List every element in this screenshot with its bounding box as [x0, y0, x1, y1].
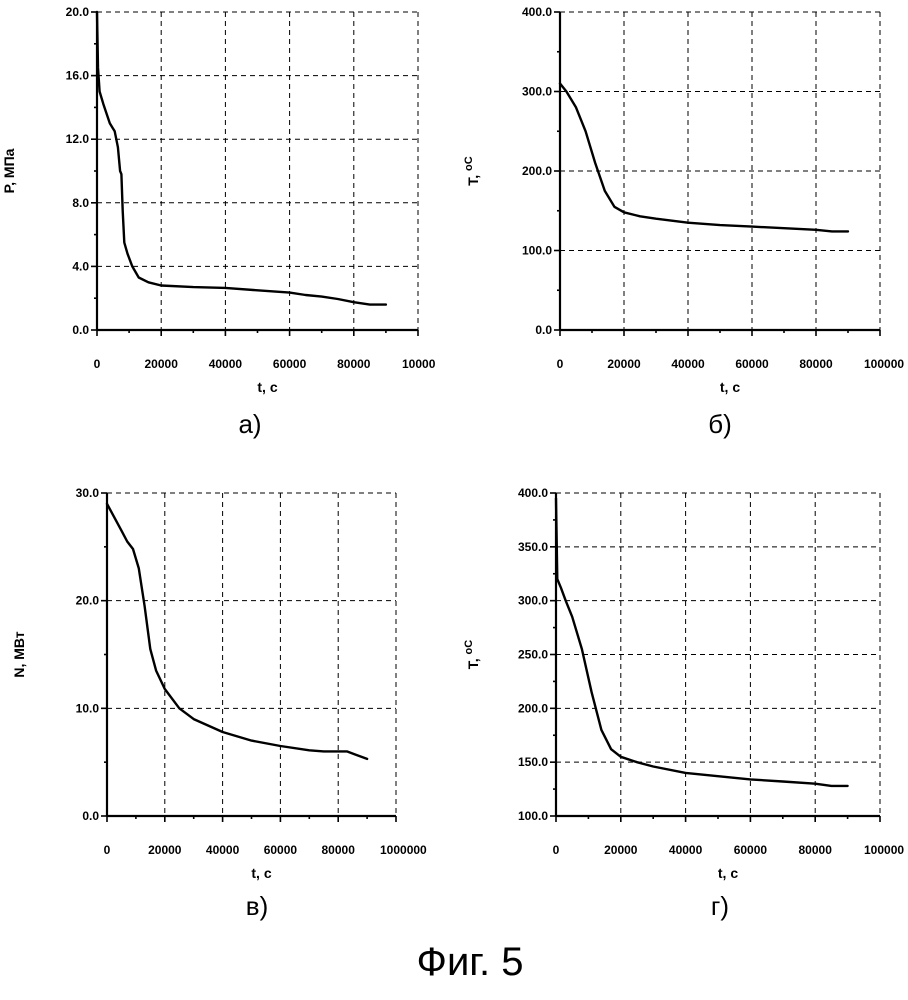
x-tick-label: 0: [553, 843, 560, 857]
x-tick-label: 20000: [604, 843, 638, 857]
series-line-a-0: [97, 12, 386, 305]
x-tick-label: 60000: [734, 843, 768, 857]
chart-g: 100.0 150.0 200.0 250.0 300.0 350.0 400.0 0 2000…: [463, 486, 904, 921]
chart-a: 0.0 4.0 8.0 12.0 16.0 20.0 0 20000 40000 60000 800…: [1, 5, 436, 439]
x-tick-label: 80000: [799, 357, 833, 371]
subplot-caption-g: г): [711, 891, 729, 921]
y-tick-label: 200.0: [518, 701, 548, 715]
x-axis-title: t, c: [251, 865, 271, 881]
y-tick-label: 400.0: [522, 5, 552, 19]
y-tick-label: 350.0: [518, 540, 548, 554]
x-tick-label: 0: [94, 357, 101, 371]
y-axis-title-main: P, МПа: [1, 148, 17, 193]
y-axis-title-main: N, МВт: [11, 631, 27, 677]
x-tick-label: 40000: [206, 843, 240, 857]
x-tick-label: 40000: [209, 357, 243, 371]
y-tick-label: 250.0: [518, 648, 548, 662]
figure-caption: Фиг. 5: [417, 940, 524, 984]
y-tick-label: 200.0: [522, 164, 552, 178]
y-axis-title-unit: oC: [463, 156, 475, 171]
y-tick-label: 300.0: [522, 85, 552, 99]
subplot-caption-b: б): [708, 409, 732, 439]
y-tick-label: 16.0: [66, 69, 90, 83]
y-tick-label: 300.0: [518, 594, 548, 608]
y-axis-title: T, oC: [463, 156, 481, 186]
x-tick-label: 1000000: [380, 843, 427, 857]
x-tick-label: 20000: [607, 357, 641, 371]
y-axis-title-main: T,: [465, 654, 481, 669]
y-tick-label: 8.0: [72, 196, 89, 210]
series-line-b-0: [560, 84, 848, 232]
y-tick-label: 100.0: [518, 809, 548, 823]
y-tick-label: 0.0: [82, 809, 99, 823]
x-tick-label: 60000: [264, 843, 298, 857]
y-tick-label: 20.0: [76, 594, 100, 608]
x-tick-label: 40000: [669, 843, 703, 857]
y-axis-title: N, МВт: [11, 631, 27, 677]
y-tick-label: 0.0: [72, 323, 89, 337]
x-axis-title: t, c: [718, 865, 738, 881]
x-tick-label: 100000: [864, 843, 904, 857]
x-tick-label: 60000: [273, 357, 307, 371]
y-tick-label: 20.0: [66, 5, 90, 19]
x-tick-label: 80000: [337, 357, 371, 371]
series-line-v-0: [107, 504, 367, 759]
x-tick-label: 80000: [322, 843, 356, 857]
subplot-caption-a: а): [238, 409, 261, 439]
x-tick-label: 0: [104, 843, 111, 857]
y-tick-label: 12.0: [66, 132, 90, 146]
y-tick-label: 4.0: [72, 259, 89, 273]
chart-b: 0.0 100.0 200.0 300.0 400.0 0 20000 40000 60000 8…: [463, 5, 904, 439]
y-tick-label: 30.0: [76, 486, 100, 500]
y-tick-label: 400.0: [518, 486, 548, 500]
x-axis-title: t, c: [720, 379, 740, 395]
y-axis-title-main: T,: [465, 171, 481, 186]
y-tick-label: 10.0: [76, 701, 100, 715]
y-tick-label: 150.0: [518, 755, 548, 769]
chart-v: 0.0 10.0 20.0 30.0 0 20000 40000 60000 80000 1000…: [11, 486, 427, 921]
y-axis-title: T, oC: [463, 640, 481, 670]
y-axis-title: P, МПа: [1, 148, 17, 193]
x-tick-label: 60000: [735, 357, 769, 371]
x-axis-title: t, c: [257, 379, 277, 395]
x-tick-label: 20000: [145, 357, 179, 371]
x-tick-label: 100000: [864, 357, 904, 371]
x-tick-label: 40000: [671, 357, 705, 371]
series-line-g-0: [556, 498, 848, 786]
y-tick-label: 0.0: [535, 323, 552, 337]
subplot-caption-v: в): [246, 891, 268, 921]
x-tick-label: 0: [557, 357, 564, 371]
x-tick-label: 20000: [148, 843, 182, 857]
x-tick-label: 10000: [402, 357, 436, 371]
charts-container: 0.0 4.0 8.0 12.0 16.0 20.0 0 20000 40000 60000 800…: [1, 5, 904, 921]
y-axis-title-unit: oC: [463, 640, 475, 655]
x-tick-label: 80000: [799, 843, 833, 857]
y-tick-label: 100.0: [522, 244, 552, 258]
